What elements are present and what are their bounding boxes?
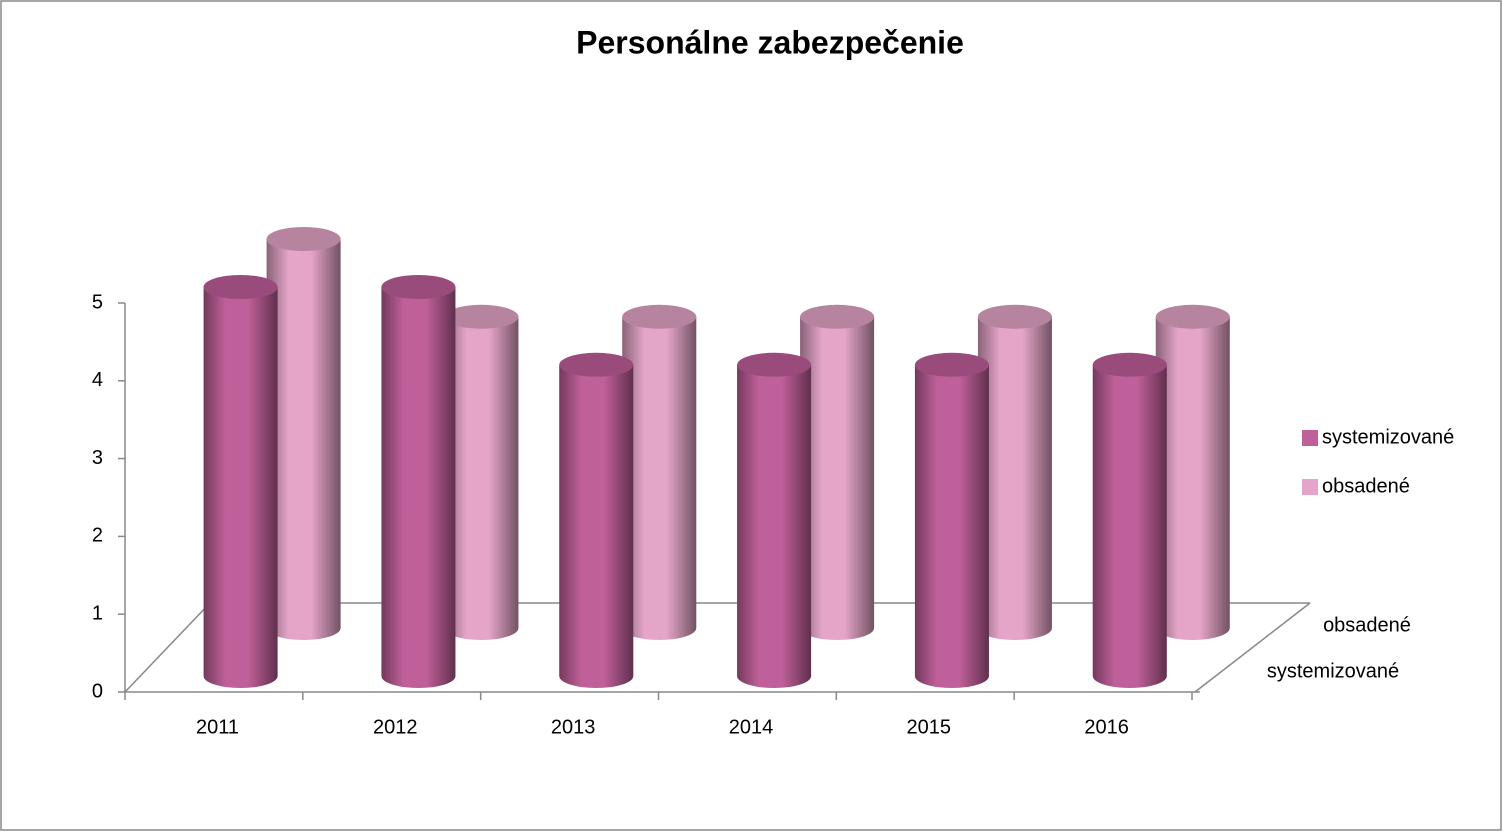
cylinder xyxy=(559,352,634,688)
cylinder-top-shade xyxy=(444,304,519,329)
legend-label: obsadené xyxy=(1322,475,1410,497)
x-tick-label: 2015 xyxy=(907,716,952,738)
cylinder-shade xyxy=(622,316,697,640)
x-tick-label: 2012 xyxy=(373,716,418,738)
cylinder-top-shade xyxy=(266,227,341,251)
depth-label: systemizované xyxy=(1267,660,1399,682)
cylinder-top-shade xyxy=(559,352,634,377)
depth-label: obsadené xyxy=(1323,614,1411,636)
cylinder-shade xyxy=(203,287,278,688)
cylinder-top xyxy=(1092,352,1167,377)
cylinder-top xyxy=(622,304,697,329)
cylinder-shade xyxy=(381,287,456,688)
cylinder xyxy=(800,304,875,640)
cylinder-top-shade xyxy=(977,304,1052,329)
cylinder-top-shade xyxy=(381,275,456,299)
cylinder-top xyxy=(800,304,875,329)
cylinder-top-shade xyxy=(914,352,989,377)
y-tick-label: 3 xyxy=(92,447,103,469)
y-tick-label: 4 xyxy=(92,369,103,391)
cylinder xyxy=(203,275,278,688)
y-tick-label: 1 xyxy=(92,602,103,624)
cylinder-top xyxy=(977,304,1052,329)
cylinder-shade xyxy=(444,316,519,640)
cylinder xyxy=(977,304,1052,641)
x-tick-label: 2011 xyxy=(196,716,239,738)
chart-title: Personálne zabezpečenie xyxy=(576,24,964,60)
legend-swatch xyxy=(1302,479,1318,495)
cylinder-top xyxy=(444,304,519,329)
x-tick-label: 2014 xyxy=(729,716,774,738)
cylinder-top-shade xyxy=(203,275,278,299)
cylinder-top-shade xyxy=(622,304,697,329)
cylinder-shade xyxy=(914,364,989,688)
cylinder-top-shade xyxy=(1155,304,1230,329)
cylinder xyxy=(1092,352,1167,688)
cylinder-shade xyxy=(1092,364,1167,688)
cylinder-top-shade xyxy=(737,352,812,377)
cylinder-shade xyxy=(266,239,341,640)
cylinder-shade xyxy=(1155,316,1230,640)
cylinder xyxy=(381,275,456,688)
cylinder-shade xyxy=(800,316,875,640)
cylinder-top xyxy=(914,352,989,377)
cylinder xyxy=(1155,304,1230,640)
y-tick-label: 5 xyxy=(92,291,103,313)
cylinder-top xyxy=(559,352,634,377)
cylinder xyxy=(266,227,341,640)
x-tick-label: 2016 xyxy=(1084,716,1129,738)
cylinder xyxy=(444,304,519,640)
cylinder-top xyxy=(737,352,812,377)
legend-swatch xyxy=(1302,430,1318,446)
cylinder-top xyxy=(266,227,341,251)
cylinder-shade xyxy=(559,364,634,688)
legend-label: systemizované xyxy=(1322,426,1454,448)
cylinder-top xyxy=(381,275,456,299)
cylinder-top xyxy=(203,275,278,299)
cylinder-top xyxy=(1155,304,1230,329)
y-tick-label: 0 xyxy=(92,680,103,702)
cylinder-top-shade xyxy=(1092,352,1167,377)
cylinder xyxy=(914,352,989,688)
x-tick-label: 2013 xyxy=(551,716,596,738)
cylinder xyxy=(622,304,697,640)
cylinder-top-shade xyxy=(800,304,875,329)
cylinder-shade xyxy=(977,316,1052,641)
y-tick-label: 2 xyxy=(92,525,103,547)
cylinder xyxy=(737,352,812,688)
cylinder-shade xyxy=(737,364,812,688)
